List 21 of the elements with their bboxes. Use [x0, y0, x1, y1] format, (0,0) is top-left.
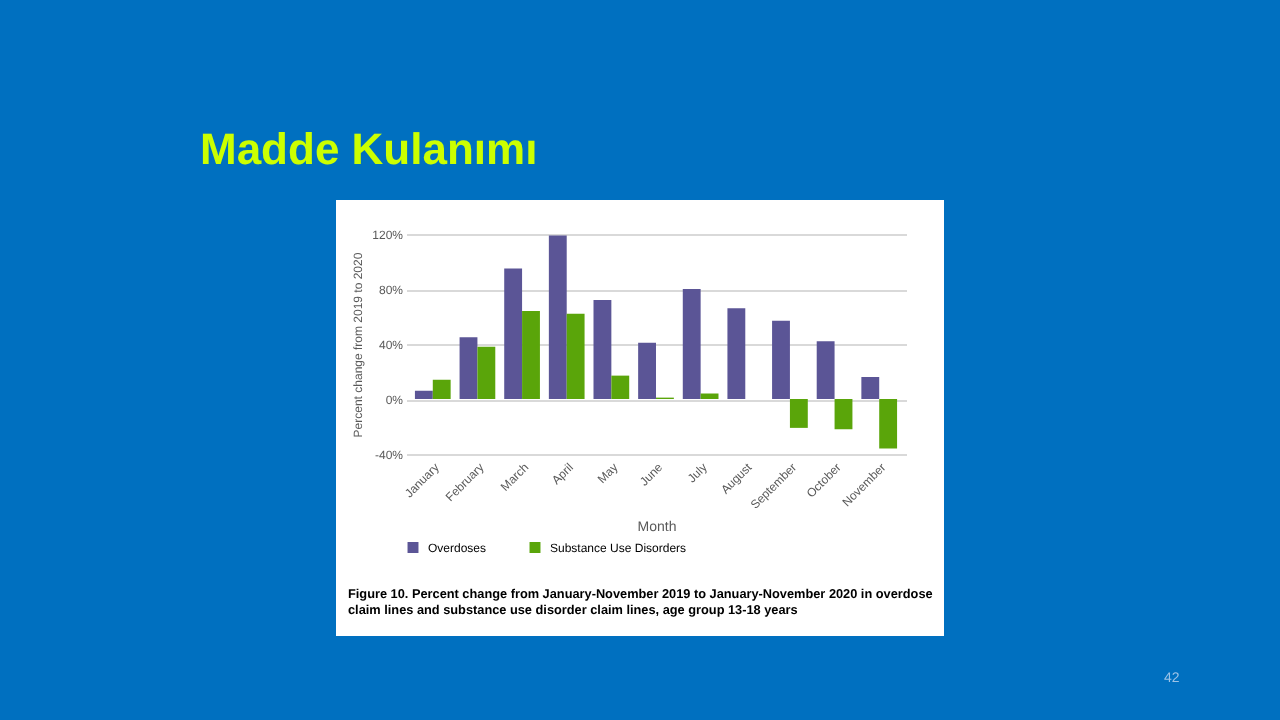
- bar: [477, 346, 496, 399]
- bar: [816, 341, 835, 399]
- bar: [727, 308, 746, 399]
- bar: [566, 313, 585, 399]
- bar: [772, 320, 790, 399]
- bar: [459, 337, 478, 399]
- bar: [789, 399, 808, 428]
- bar: [638, 342, 656, 399]
- bar: [834, 399, 853, 430]
- bar: [682, 289, 701, 399]
- bar: [414, 390, 433, 399]
- bar: [611, 375, 630, 399]
- bar: [522, 311, 540, 399]
- bar: [879, 399, 898, 449]
- chart-title: Madde Kulanımı: [200, 124, 538, 176]
- bar: [861, 377, 880, 399]
- bar: [504, 268, 523, 399]
- bar: [700, 393, 719, 399]
- bar: [548, 235, 567, 399]
- bar: [593, 300, 612, 399]
- bar: [432, 379, 451, 399]
